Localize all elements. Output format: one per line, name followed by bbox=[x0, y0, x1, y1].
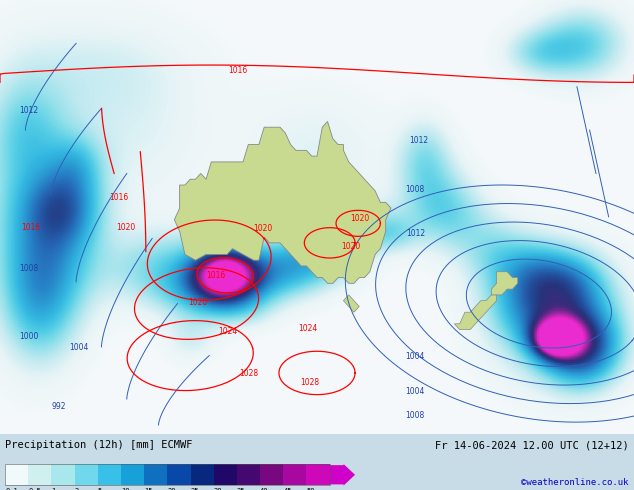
Text: Fr 14-06-2024 12.00 UTC (12+12): Fr 14-06-2024 12.00 UTC (12+12) bbox=[435, 441, 629, 450]
Text: 1016: 1016 bbox=[228, 66, 247, 75]
Bar bbox=[237, 464, 260, 486]
Text: 25: 25 bbox=[191, 488, 199, 490]
Text: 1004: 1004 bbox=[70, 343, 89, 352]
Text: 20: 20 bbox=[167, 488, 176, 490]
Text: 1012: 1012 bbox=[409, 136, 428, 146]
Text: 1020: 1020 bbox=[254, 224, 273, 233]
Bar bbox=[5, 464, 29, 486]
Polygon shape bbox=[174, 122, 391, 283]
Bar bbox=[214, 464, 237, 486]
Text: 0.1: 0.1 bbox=[5, 488, 18, 490]
Text: 1020: 1020 bbox=[116, 223, 135, 232]
Text: 1008: 1008 bbox=[19, 265, 38, 273]
Text: 1016: 1016 bbox=[206, 271, 225, 280]
Text: 15: 15 bbox=[144, 488, 153, 490]
Text: 0.5: 0.5 bbox=[29, 488, 41, 490]
Text: 45: 45 bbox=[283, 488, 292, 490]
Text: 1000: 1000 bbox=[19, 332, 38, 341]
Bar bbox=[29, 464, 51, 486]
Text: 2: 2 bbox=[75, 488, 79, 490]
Bar bbox=[144, 464, 167, 486]
Text: ©weatheronline.co.uk: ©weatheronline.co.uk bbox=[521, 478, 629, 487]
Text: 1020: 1020 bbox=[351, 215, 370, 223]
Text: 10: 10 bbox=[121, 488, 129, 490]
Text: 1008: 1008 bbox=[406, 411, 425, 420]
Text: 35: 35 bbox=[237, 488, 245, 490]
Polygon shape bbox=[344, 295, 359, 312]
Bar bbox=[306, 464, 330, 486]
FancyArrow shape bbox=[330, 464, 355, 486]
Text: 30: 30 bbox=[214, 488, 223, 490]
Bar bbox=[98, 464, 121, 486]
Polygon shape bbox=[455, 295, 496, 330]
Text: 1012: 1012 bbox=[19, 106, 38, 115]
Text: 1028: 1028 bbox=[300, 378, 319, 387]
Bar bbox=[5, 464, 330, 486]
Text: Precipitation (12h) [mm] ECMWF: Precipitation (12h) [mm] ECMWF bbox=[5, 441, 193, 450]
Text: 40: 40 bbox=[260, 488, 269, 490]
Text: 1024: 1024 bbox=[219, 327, 238, 336]
Text: 50: 50 bbox=[306, 488, 315, 490]
Bar bbox=[283, 464, 306, 486]
Text: 1016: 1016 bbox=[110, 193, 129, 202]
Text: 1: 1 bbox=[51, 488, 56, 490]
Text: 5: 5 bbox=[98, 488, 102, 490]
Bar bbox=[75, 464, 98, 486]
Text: 1028: 1028 bbox=[239, 369, 258, 378]
Text: 1020: 1020 bbox=[188, 298, 207, 307]
Bar bbox=[191, 464, 214, 486]
Bar bbox=[260, 464, 283, 486]
Text: 1020: 1020 bbox=[341, 242, 360, 251]
Text: 1016: 1016 bbox=[21, 223, 40, 232]
Text: 1004: 1004 bbox=[406, 387, 425, 395]
Text: 992: 992 bbox=[51, 402, 65, 411]
Text: 1008: 1008 bbox=[406, 185, 425, 195]
Bar bbox=[51, 464, 75, 486]
Text: 1012: 1012 bbox=[406, 229, 425, 238]
Bar bbox=[167, 464, 191, 486]
Text: 1024: 1024 bbox=[299, 324, 318, 333]
Text: 1004: 1004 bbox=[406, 352, 425, 361]
Polygon shape bbox=[491, 272, 518, 295]
Bar bbox=[121, 464, 144, 486]
